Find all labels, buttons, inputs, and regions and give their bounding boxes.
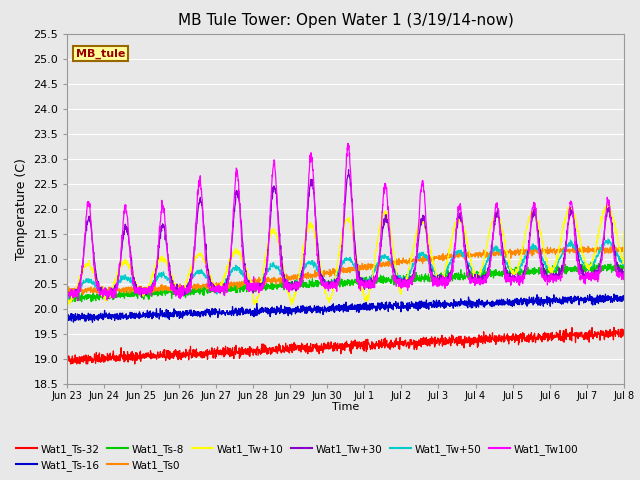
Wat1_Ts-32 xyxy=(571,330,579,336)
Line: Wat1_Tw+10: Wat1_Tw+10 xyxy=(67,203,624,305)
Wat1_Ts-32 xyxy=(67,361,74,367)
Wat1_Ts-32 xyxy=(587,333,595,339)
Wat1_Ts-16 xyxy=(362,302,370,308)
Wat1_Ts-32 xyxy=(362,340,370,346)
Wat1_Ts-32 xyxy=(508,334,515,340)
Wat1_Ts-32 xyxy=(374,342,382,348)
Wat1_Ts-16 xyxy=(610,291,618,297)
Wat1_Ts-8 xyxy=(587,267,595,273)
Wat1_Tw+10 xyxy=(362,297,370,302)
Wat1_Ts-32 xyxy=(63,356,71,361)
Line: Wat1_Ts-8: Wat1_Ts-8 xyxy=(67,263,624,302)
Wat1_Tw+10 xyxy=(374,235,382,240)
Wat1_Tw+50 xyxy=(362,281,370,287)
X-axis label: Time: Time xyxy=(332,402,359,412)
Wat1_Tw+10 xyxy=(604,200,612,206)
Y-axis label: Temperature (C): Temperature (C) xyxy=(15,158,28,260)
Wat1_Tw+10 xyxy=(620,229,628,235)
Wat1_Tw+30 xyxy=(587,270,595,276)
Wat1_Tw+10 xyxy=(587,264,595,269)
Wat1_Ts-16 xyxy=(571,293,579,299)
Wat1_Tw+10 xyxy=(63,295,71,301)
Line: Wat1_Tw+30: Wat1_Tw+30 xyxy=(67,169,624,299)
Line: Wat1_Tw100: Wat1_Tw100 xyxy=(67,144,624,301)
Wat1_Ts-8 xyxy=(587,260,595,265)
Wat1_Tw+50 xyxy=(587,264,595,270)
Wat1_Tw100 xyxy=(74,298,82,304)
Wat1_Tw100 xyxy=(620,274,628,280)
Wat1_Tw+10 xyxy=(219,279,227,285)
Wat1_Tw+50 xyxy=(571,244,579,250)
Wat1_Tw+30 xyxy=(508,276,516,282)
Line: Wat1_Ts-32: Wat1_Ts-32 xyxy=(67,327,624,364)
Wat1_Tw+30 xyxy=(620,274,628,279)
Wat1_Tw100 xyxy=(587,276,595,282)
Wat1_Ts-16 xyxy=(508,301,515,307)
Wat1_Ts0 xyxy=(362,262,370,268)
Wat1_Tw+10 xyxy=(288,302,296,308)
Wat1_Tw+50 xyxy=(63,293,71,299)
Wat1_Tw+50 xyxy=(219,284,227,289)
Wat1_Tw+10 xyxy=(508,269,515,275)
Wat1_Tw+10 xyxy=(571,216,579,222)
Wat1_Ts0 xyxy=(73,292,81,298)
Wat1_Ts-8 xyxy=(374,279,382,285)
Wat1_Tw+30 xyxy=(362,278,370,284)
Wat1_Ts-8 xyxy=(219,283,227,289)
Wat1_Ts-16 xyxy=(374,300,382,306)
Wat1_Ts0 xyxy=(571,247,579,253)
Wat1_Tw100 xyxy=(344,141,352,146)
Wat1_Ts-32 xyxy=(219,346,227,352)
Wat1_Ts0 xyxy=(374,261,382,267)
Wat1_Ts0 xyxy=(219,283,227,289)
Wat1_Tw+30 xyxy=(63,292,71,298)
Wat1_Ts-16 xyxy=(88,319,96,325)
Line: Wat1_Tw+50: Wat1_Tw+50 xyxy=(67,239,624,299)
Wat1_Tw100 xyxy=(63,294,71,300)
Wat1_Tw+30 xyxy=(219,287,227,293)
Wat1_Tw+50 xyxy=(65,296,72,302)
Legend: Wat1_Ts-32, Wat1_Ts-16, Wat1_Ts-8, Wat1_Ts0, Wat1_Tw+10, Wat1_Tw+30, Wat1_Tw+50,: Wat1_Ts-32, Wat1_Ts-16, Wat1_Ts-8, Wat1_… xyxy=(12,439,582,475)
Wat1_Tw+50 xyxy=(604,236,612,242)
Wat1_Ts-32 xyxy=(620,329,628,335)
Wat1_Tw+30 xyxy=(345,167,353,172)
Wat1_Tw+30 xyxy=(104,296,112,301)
Wat1_Ts0 xyxy=(63,287,71,292)
Wat1_Tw100 xyxy=(508,276,516,282)
Wat1_Tw+50 xyxy=(620,247,628,253)
Line: Wat1_Ts-16: Wat1_Ts-16 xyxy=(67,294,624,322)
Wat1_Ts-8 xyxy=(620,263,628,269)
Wat1_Ts-16 xyxy=(587,296,595,302)
Wat1_Ts0 xyxy=(611,243,618,249)
Wat1_Ts-8 xyxy=(508,271,515,276)
Wat1_Ts-16 xyxy=(219,311,227,316)
Wat1_Ts-32 xyxy=(610,324,618,330)
Title: MB Tule Tower: Open Water 1 (3/19/14-now): MB Tule Tower: Open Water 1 (3/19/14-now… xyxy=(178,13,513,28)
Wat1_Tw+50 xyxy=(508,267,515,273)
Wat1_Ts-8 xyxy=(362,279,370,285)
Wat1_Ts0 xyxy=(508,251,515,256)
Wat1_Ts-16 xyxy=(63,317,71,323)
Wat1_Ts0 xyxy=(620,248,628,253)
Line: Wat1_Ts0: Wat1_Ts0 xyxy=(67,246,624,295)
Wat1_Tw+30 xyxy=(572,227,579,232)
Wat1_Ts0 xyxy=(587,246,595,252)
Text: MB_tule: MB_tule xyxy=(76,48,125,59)
Wat1_Tw100 xyxy=(572,242,579,248)
Wat1_Tw100 xyxy=(219,287,227,293)
Wat1_Ts-8 xyxy=(78,299,86,305)
Wat1_Tw+30 xyxy=(374,263,382,268)
Wat1_Tw100 xyxy=(362,278,370,284)
Wat1_Ts-16 xyxy=(620,296,628,301)
Wat1_Tw100 xyxy=(374,263,382,269)
Wat1_Ts-8 xyxy=(63,295,71,301)
Wat1_Ts-8 xyxy=(571,267,579,273)
Wat1_Tw+50 xyxy=(374,261,382,266)
